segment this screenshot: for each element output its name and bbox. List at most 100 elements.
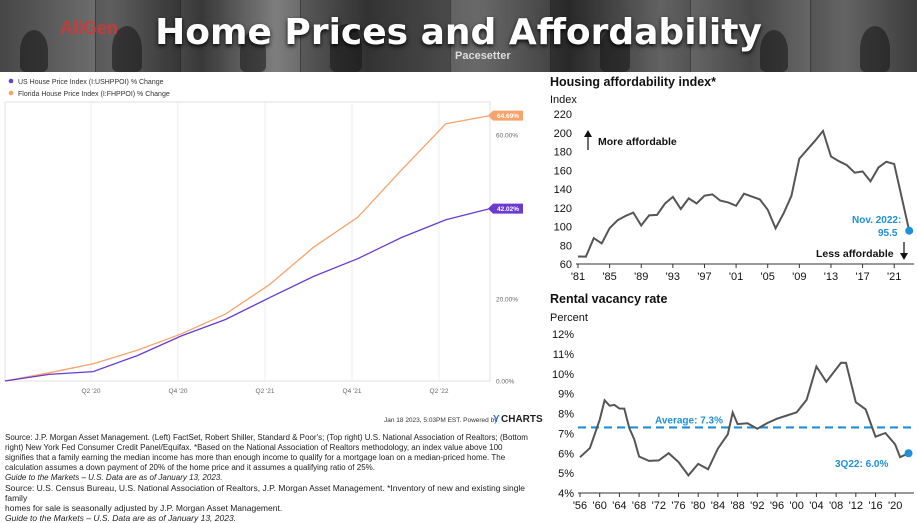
affordability-x-tick-label: '89 — [634, 271, 648, 283]
banner-logo: AllGen — [60, 18, 119, 38]
title-banner: AllGen Pacesetter Home Prices and Afford… — [0, 0, 917, 72]
vacancy-x-tick-label: '60 — [593, 500, 607, 512]
legend-marker-fl — [8, 90, 14, 96]
end-label-text: 64.69% — [497, 113, 519, 120]
banner-caption: Pacesetter — [455, 50, 511, 62]
left-y-tick-label: 0.00% — [496, 379, 515, 386]
us-series-line — [4, 207, 491, 382]
vacancy-y-tick-label: 11% — [553, 349, 574, 361]
housing-affordability-chart: Housing affordability index* Index 60 80 1… — [548, 72, 917, 287]
source-top-line-3: signifies that a family earning the medi… — [5, 453, 506, 462]
vacancy-x-tick-label: '92 — [750, 500, 764, 512]
left-legend: US House Price Index (I:USHPPOI) % Chang… — [8, 78, 170, 98]
affordability-y-tick-label: 60 — [560, 259, 572, 271]
vacancy-x-tick-label: '16 — [868, 500, 882, 512]
affordability-y-tick-label: 120 — [554, 203, 572, 215]
vacancy-ylabel: Percent — [550, 312, 588, 324]
left-x-tick-label: Q4 '20 — [169, 388, 188, 395]
vacancy-y-tick-label: 9% — [558, 389, 574, 401]
ycharts-timestamp: Jan 18 2023, 5:03PM EST. Powered by — [384, 417, 498, 424]
affordability-title: Housing affordability index* — [550, 75, 716, 89]
affordability-last-point — [905, 226, 914, 235]
source-bottom-line-1: Source: U.S. Census Bureau, U.S. Nationa… — [5, 483, 526, 503]
legend-label-us: US House Price Index (I:USHPPOI) % Chang… — [18, 79, 164, 86]
left-x-tick-label: Q2 '21 — [256, 388, 275, 395]
vacancy-x-tick-label: '64 — [612, 500, 626, 512]
affordability-x-tick-label: '01 — [729, 271, 743, 283]
vacancy-title: Rental vacancy rate — [550, 292, 667, 306]
end-label-text: 42.02% — [497, 206, 519, 213]
left-y-tick-label: 60.00% — [496, 132, 518, 139]
rental-vacancy-chart: Rental vacancy rate Percent 4% 5% 6% 7% 8% 9%… — [548, 287, 917, 517]
vacancy-x-tick-label: '08 — [829, 500, 843, 512]
left-x-tick-label: Q2 '22 — [430, 388, 449, 395]
source-top-line-4: calculation assumes a down payment of 20… — [5, 463, 375, 472]
affordability-x-tick-label: '09 — [792, 271, 806, 283]
affordability-ylabel: Index — [550, 94, 577, 106]
fl-end-label: 64.69% — [488, 110, 523, 121]
vacancy-line — [579, 361, 909, 478]
source-bottom-line-2: homes for sale is seasonally adjusted by… — [5, 503, 283, 513]
less-affordable-label: Less affordable — [816, 248, 894, 260]
left-plot-frame — [4, 101, 491, 382]
vacancy-x-tick-label: '80 — [691, 500, 705, 512]
legend-label-fl: Florida House Price Index (I:FHPPOI) % C… — [18, 91, 170, 98]
affordability-y-tick-label: 100 — [554, 222, 572, 234]
left-x-tick-label: Q4 '21 — [343, 388, 362, 395]
affordability-y-tick-label: 80 — [560, 240, 572, 252]
affordability-x-tick-label: '21 — [887, 271, 901, 283]
source-bottom-line-3: Guide to the Markets – U.S. Data are as … — [5, 513, 237, 523]
vacancy-x-tick-label: '00 — [790, 500, 804, 512]
end-label-box — [488, 110, 523, 121]
source-note-top: Source: J.P. Morgan Asset Management. (L… — [5, 433, 545, 483]
affordability-y-tick-label: 160 — [554, 165, 572, 177]
vacancy-x-tick-label: '76 — [671, 500, 685, 512]
affordability-last-label-value: 95.5 — [878, 228, 898, 239]
vacancy-y-tick-label: 6% — [558, 448, 574, 460]
affordability-x-tick-label: '13 — [824, 271, 838, 283]
less-affordable-annotation: Less affordable — [816, 242, 908, 260]
more-affordable-annotation: More affordable — [584, 130, 677, 150]
vacancy-x-tick-label: '12 — [849, 500, 863, 512]
affordability-x-tick-label: '85 — [602, 271, 616, 283]
vacancy-x-tick-label: '84 — [711, 500, 725, 512]
affordability-x-tick-label: '81 — [571, 271, 585, 283]
vacancy-y-tick-label: 4% — [558, 488, 574, 500]
affordability-x-tick-label: '05 — [761, 271, 775, 283]
ycharts-logo-y: Y — [493, 414, 500, 425]
vacancy-x-tick-label: '68 — [632, 500, 646, 512]
affordability-y-tick-label: 220 — [554, 109, 572, 121]
us-end-label: 42.02% — [488, 203, 523, 214]
vacancy-average-label: Average: 7.3% — [655, 415, 723, 426]
ycharts-price-chart: US House Price Index (I:USHPPOI) % Chang… — [4, 78, 543, 425]
source-top-line-5: Guide to the Markets – U.S. Data are as … — [5, 473, 223, 482]
affordability-x-tick-label: '93 — [666, 271, 680, 283]
affordability-x-tick-label: '17 — [855, 271, 869, 283]
vacancy-y-tick-label: 12% — [552, 329, 574, 341]
vacancy-last-point — [904, 449, 913, 458]
vacancy-x-tick-label: '20 — [888, 500, 902, 512]
vacancy-y-tick-label: 8% — [558, 409, 574, 421]
source-top-line-2: right) New York Fed Consumer Credit Pane… — [5, 443, 503, 452]
vacancy-y-tick-label: 7% — [558, 428, 574, 440]
more-affordable-label: More affordable — [598, 136, 677, 148]
page-title: Home Prices and Affordability — [155, 12, 762, 53]
affordability-last-label-date: Nov. 2022: — [852, 215, 901, 226]
source-note-bottom: Source: U.S. Census Bureau, U.S. Nationa… — [5, 483, 545, 523]
legend-marker-us — [8, 78, 14, 84]
vacancy-x-tick-label: '88 — [730, 500, 744, 512]
end-label-box — [488, 203, 523, 214]
vacancy-x-tick-label: '56 — [573, 500, 587, 512]
left-x-tick-label: Q2 '20 — [82, 388, 101, 395]
vacancy-x-tick-label: '96 — [770, 500, 784, 512]
vacancy-y-tick-label: 5% — [558, 468, 574, 480]
vacancy-x-tick-label: '72 — [652, 500, 666, 512]
vacancy-x-tick-label: '04 — [809, 500, 823, 512]
vacancy-y-tick-label: 10% — [552, 369, 574, 381]
fl-series-line — [4, 114, 491, 382]
affordability-line — [577, 128, 911, 258]
affordability-y-tick-label: 180 — [554, 147, 572, 159]
vacancy-last-label: 3Q22: 6.0% — [835, 459, 888, 470]
affordability-x-tick-label: '97 — [697, 271, 711, 283]
left-y-tick-label: 20.00% — [496, 296, 518, 303]
